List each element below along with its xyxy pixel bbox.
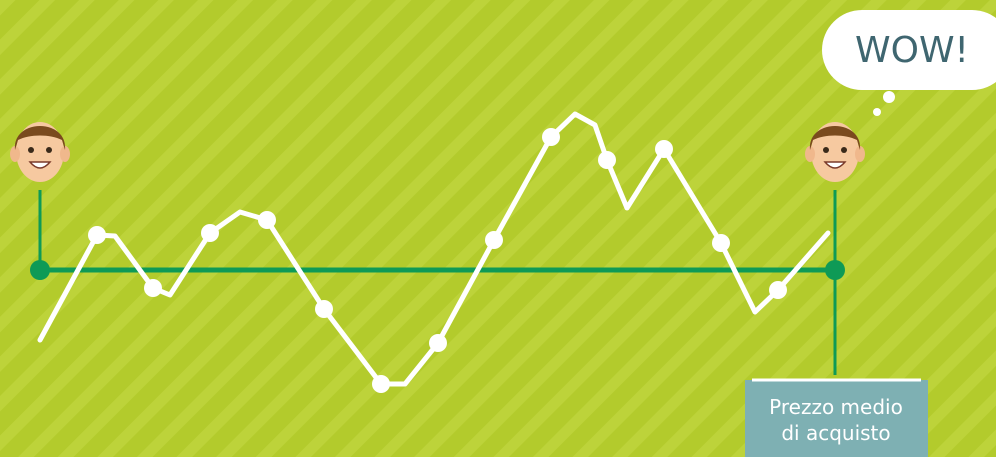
speech-bubble: WOW! <box>822 10 996 116</box>
price-curve <box>37 111 831 393</box>
speech-text: WOW! <box>855 30 969 71</box>
label-line: Prezzo medio <box>769 395 903 419</box>
average-line <box>30 190 845 375</box>
label-line: di acquisto <box>781 421 890 445</box>
label-box: Prezzo medio di acquisto <box>745 378 928 457</box>
